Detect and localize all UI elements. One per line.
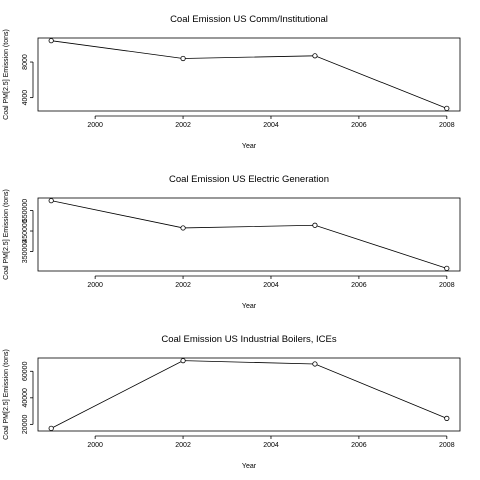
chart-title: Coal Emission US Comm/Institutional [170, 14, 328, 25]
plot-area: 2000 2002 2004 2006 2008 20000 40000 60000 [22, 357, 461, 449]
series-line [51, 200, 447, 269]
data-point [444, 265, 450, 271]
chart-title: Coal Emission US Industrial Boilers, ICE… [161, 334, 337, 345]
plot-frame [37, 197, 461, 272]
x-axis-label: Year [242, 303, 257, 310]
x-tick-label: 2006 [351, 442, 367, 449]
y-axis-label: Coal PM[2.5] Emission (tons) [3, 189, 10, 280]
x-tick-label: 2004 [263, 442, 279, 449]
data-point [312, 361, 318, 367]
x-tick-label: 2002 [175, 442, 191, 449]
data-point [312, 53, 318, 59]
y-tick-label: 4000 [22, 90, 29, 106]
data-point [48, 38, 54, 44]
x-tick-label: 2004 [263, 282, 279, 289]
data-point [48, 198, 54, 204]
chart-panel-industrial-boilers: Coal Emission US Industrial Boilers, ICE… [3, 334, 461, 470]
y-axis-label: Coal PM[2.5] Emission (tons) [3, 349, 10, 440]
y-tick-label: 20000 [22, 415, 29, 435]
y-tick-label: 40000 [22, 388, 29, 408]
data-point [312, 222, 318, 228]
x-tick-label: 2004 [263, 122, 279, 129]
y-tick-label: 60000 [22, 361, 29, 381]
x-tick-label: 2002 [175, 122, 191, 129]
x-axis-label: Year [242, 143, 257, 150]
x-tick-label: 2000 [87, 442, 103, 449]
data-point [444, 415, 450, 421]
x-tick-label: 2006 [351, 122, 367, 129]
x-tick-label: 2000 [87, 282, 103, 289]
x-tick-label: 2008 [439, 282, 455, 289]
x-tick-label: 2008 [439, 122, 455, 129]
data-point [180, 225, 186, 231]
x-tick-label: 2008 [439, 442, 455, 449]
x-tick-label: 2002 [175, 282, 191, 289]
plot-frame [37, 37, 461, 112]
series-line [51, 40, 447, 109]
chart-title: Coal Emission US Electric Generation [169, 174, 329, 185]
x-tick-label: 2006 [351, 282, 367, 289]
y-tick-label: 350000 [22, 240, 29, 263]
y-tick-label: 450000 [22, 219, 29, 242]
data-point [444, 105, 450, 111]
chart-panel-comm-institutional: Coal Emission US Comm/Institutional Year… [3, 14, 461, 150]
x-axis-label: Year [242, 463, 257, 470]
plot-frame [37, 357, 461, 432]
y-tick-label: 550000 [22, 199, 29, 222]
y-axis-label: Coal PM[2.5] Emission (tons) [3, 29, 10, 120]
data-point [180, 55, 186, 62]
plot-area: 2000 2002 2004 2006 2008 4000 8000 [22, 37, 461, 129]
x-tick-label: 2000 [87, 122, 103, 129]
data-point [180, 358, 186, 364]
chart-panel-electric-generation: Coal Emission US Electric Generation Yea… [3, 174, 461, 310]
data-point [48, 425, 54, 431]
y-tick-label: 8000 [22, 54, 29, 70]
series-line [51, 360, 447, 429]
